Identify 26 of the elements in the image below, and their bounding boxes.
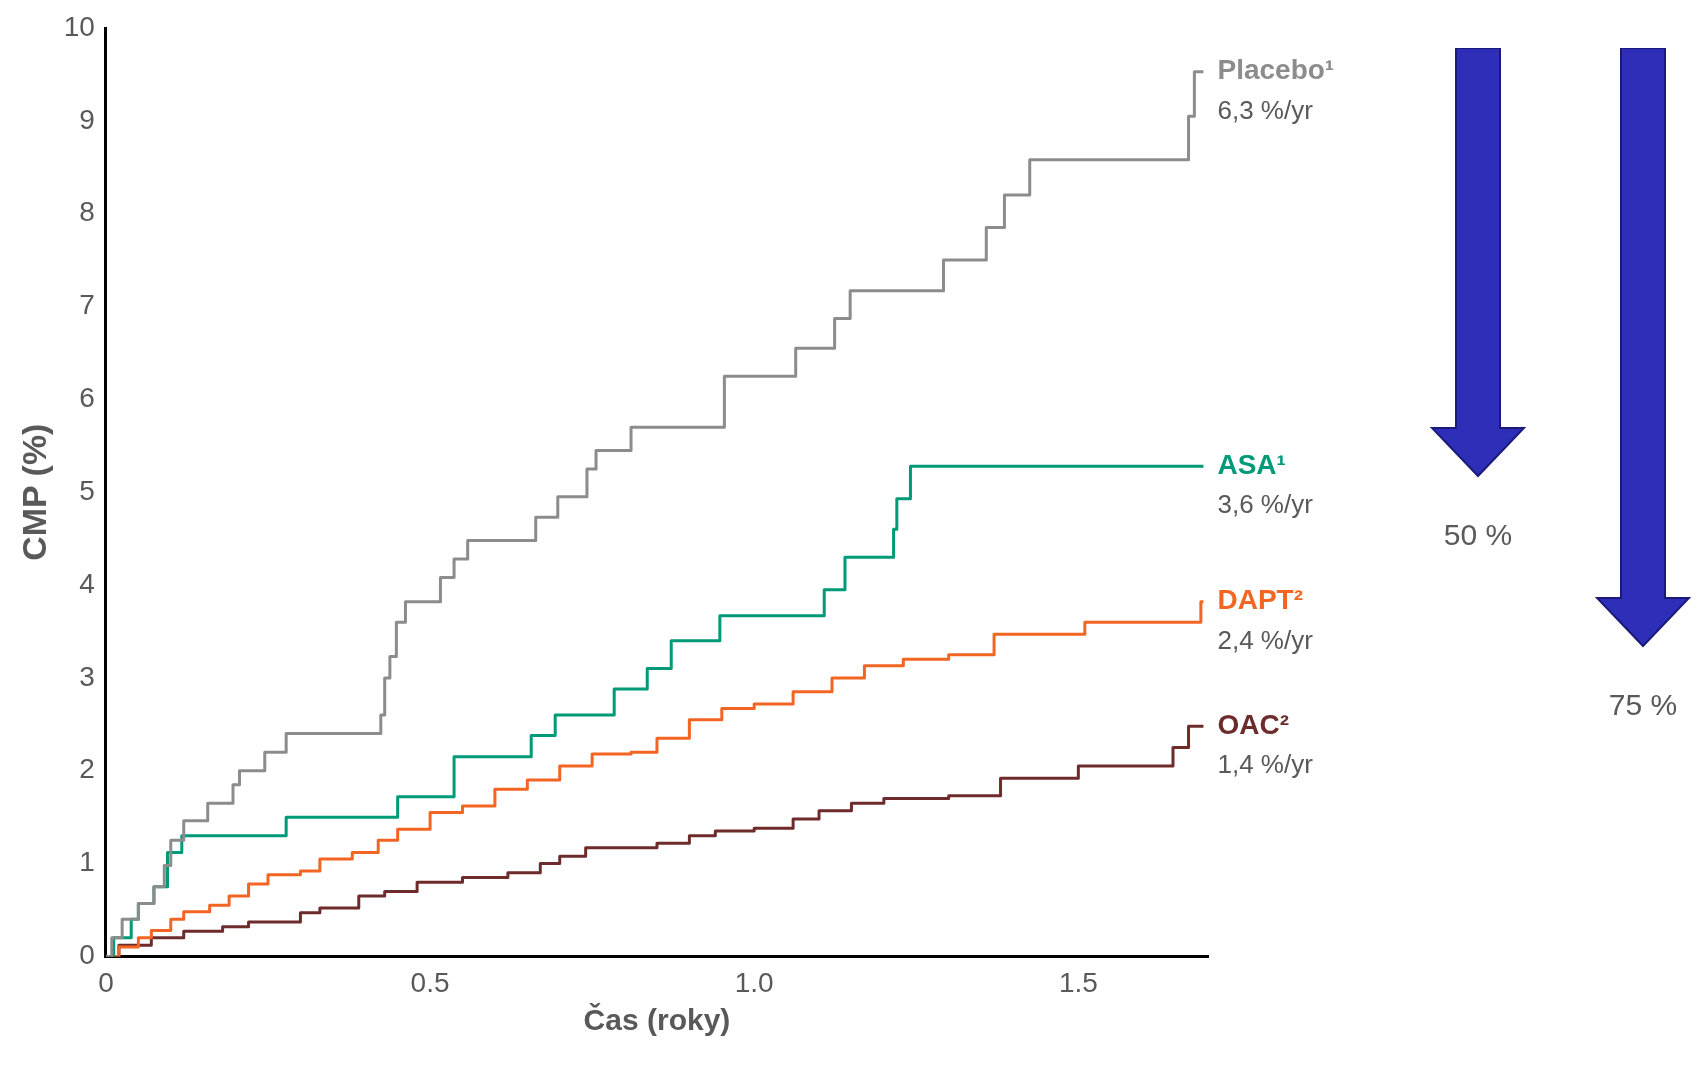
x-tick-label: 1.0 (734, 966, 774, 998)
y-tick-label: 6 (79, 382, 95, 414)
series-label: OAC² (1217, 708, 1290, 740)
y-tick-label: 8 (79, 196, 95, 228)
y-tick-label: 2 (79, 753, 95, 785)
y-tick-label: 9 (79, 103, 95, 135)
y-tick-label: 7 (79, 289, 95, 321)
y-tick-label: 10 (63, 10, 95, 42)
y-tick-label: 5 (79, 474, 95, 506)
x-tick-label: 0.5 (410, 966, 450, 998)
y-tick-label: 3 (79, 660, 95, 692)
series-label: ASA¹ (1217, 448, 1286, 480)
x-axis-title: Čas (roky) (583, 1003, 731, 1037)
text: 50 % (1442, 518, 1514, 552)
text: 3,6 %/yr (1217, 489, 1314, 520)
y-tick-label: 0 (79, 939, 95, 971)
y-axis-title: CMP (%) (14, 423, 53, 561)
x-tick-label: 1.5 (1058, 966, 1098, 998)
text: 2,4 %/yr (1217, 624, 1314, 655)
series-label: Placebo¹ (1217, 54, 1335, 86)
text: 1,4 %/yr (1217, 749, 1314, 780)
y-tick-label: 1 (79, 846, 95, 878)
text: 6,3 %/yr (1217, 94, 1314, 125)
series-label: DAPT² (1217, 584, 1304, 616)
y-tick-label: 4 (79, 567, 95, 599)
text: 75 % (1607, 688, 1679, 722)
